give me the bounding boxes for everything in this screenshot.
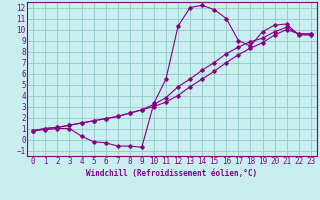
X-axis label: Windchill (Refroidissement éolien,°C): Windchill (Refroidissement éolien,°C) bbox=[86, 169, 258, 178]
